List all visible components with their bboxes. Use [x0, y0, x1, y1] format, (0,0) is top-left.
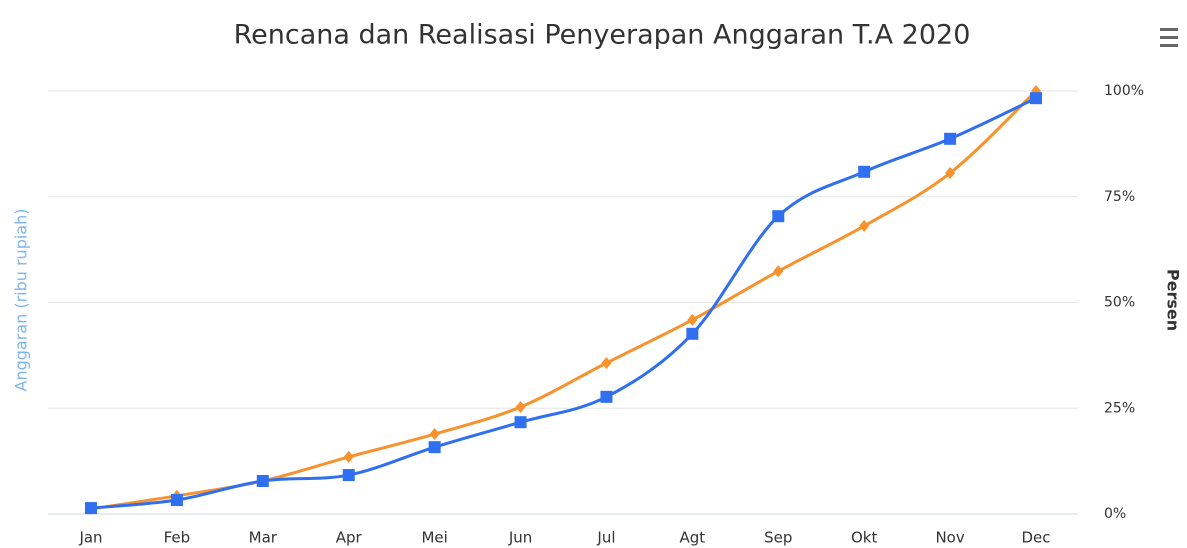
x-tick-label: Okt [851, 529, 877, 547]
marker [945, 167, 956, 180]
marker [342, 469, 355, 482]
marker [773, 265, 784, 278]
marker [686, 327, 699, 340]
marker [343, 450, 354, 463]
chart-title: Rencana dan Realisasi Penyerapan Anggara… [234, 20, 971, 51]
marker [514, 416, 527, 429]
y-tick-label: 0% [1104, 506, 1126, 522]
x-tick-label: Sep [764, 529, 792, 547]
right-axis-label: Persen [1164, 269, 1183, 331]
marker [256, 475, 269, 488]
x-tick-label: Apr [336, 529, 363, 547]
marker [428, 441, 441, 454]
x-tick-label: Dec [1021, 529, 1050, 547]
marker [429, 428, 440, 441]
marker [515, 400, 526, 413]
marker [859, 219, 870, 232]
marker [601, 356, 612, 369]
menu-icon[interactable] [1160, 28, 1178, 47]
series-line [90, 89, 1038, 511]
y-tick-label: 50% [1104, 295, 1135, 311]
marker [772, 210, 785, 223]
marker [944, 132, 957, 145]
marker [600, 390, 613, 403]
x-tick-label: Mei [421, 529, 447, 547]
x-tick-label: Agt [680, 529, 706, 547]
marker [687, 313, 698, 326]
x-tick-label: Feb [164, 529, 191, 547]
marker [85, 502, 97, 515]
y-tick-label: 75% [1104, 189, 1135, 205]
y-tick-label: 25% [1104, 400, 1135, 416]
marker [1030, 92, 1042, 105]
marker [170, 494, 183, 507]
x-tick-label: Jul [596, 529, 615, 547]
left-axis-label: Anggaran (ribu rupiah) [12, 209, 31, 392]
series-line [90, 96, 1037, 510]
x-tick-label: Jun [508, 529, 532, 547]
marker [858, 165, 871, 178]
x-tick-label: Mar [249, 529, 278, 547]
x-tick-label: Nov [935, 529, 964, 547]
y-tick-label: 100% [1104, 83, 1144, 99]
x-tick-label: Jan [78, 529, 102, 547]
